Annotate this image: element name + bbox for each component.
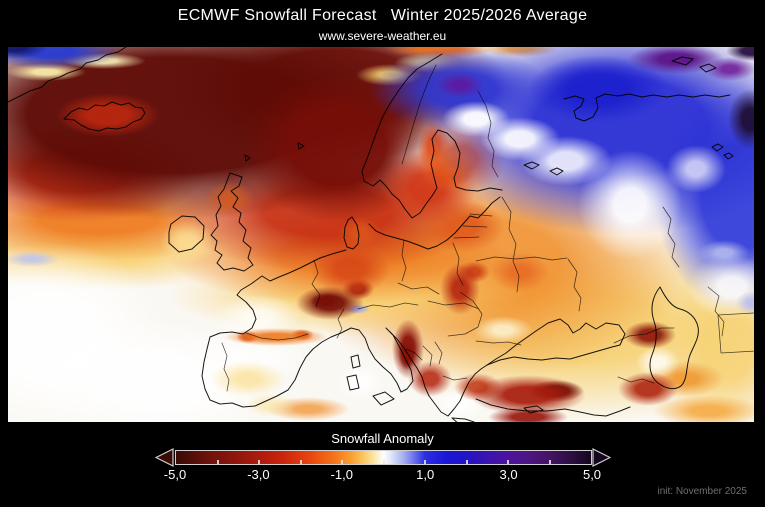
page-title: ECMWF Snowfall Forecast Winter 2025/2026…: [177, 7, 588, 24]
border-baltic-states: [453, 213, 493, 239]
island-arctic-small: [711, 143, 734, 160]
coastline-caspian: [649, 286, 699, 390]
colorbar-tick: [216, 460, 219, 464]
page-subtitle: www.severe-weather.eu: [318, 29, 447, 43]
colorbar-tick: [341, 460, 343, 464]
colorbar-tick-label: -5,0: [163, 467, 187, 482]
border-germany-west: [311, 259, 321, 308]
colorbar-tick-label: -1,0: [330, 467, 353, 482]
border-france-east: [336, 308, 345, 339]
colorbar-tick: [382, 460, 385, 464]
island-corsica: [350, 354, 361, 369]
coastline-turkey-south: [475, 398, 631, 417]
colorbar-title: Snowfall Anomaly: [331, 431, 434, 446]
colorbar-tick-label: 1,0: [416, 467, 435, 482]
border-czech-austria: [357, 282, 440, 310]
border-norway-sweden: [401, 64, 437, 165]
colorbar-tick: [299, 460, 302, 464]
border-poland: [401, 239, 464, 286]
coastline-greenland: [8, 47, 127, 103]
island-crete: [451, 417, 475, 422]
border-iberia: [221, 332, 309, 392]
coastline-adriatic-greece: [389, 331, 488, 417]
border-bulgaria: [475, 340, 522, 346]
colorbar-tick: [465, 460, 468, 464]
coastline-blacksea-south: [486, 344, 621, 366]
coastline-iceland: [63, 101, 146, 132]
coastline-denmark: [343, 216, 360, 250]
colorbar-tick: [507, 460, 509, 464]
border-hungary-romania: [427, 291, 483, 337]
coastline-britain: [210, 172, 254, 272]
island-faroe-shetland: [244, 142, 305, 162]
island-sicily: [372, 391, 395, 406]
border-kazakh-region: [707, 286, 754, 354]
coastline-scandinavia: [361, 53, 503, 219]
coastline-atlantic-mediterranean: [201, 249, 414, 408]
border-finland-russia: [477, 90, 499, 178]
colorbar-tick: [258, 460, 260, 464]
coastline-blacksea-north: [486, 318, 626, 366]
border-russia-rivers: [662, 206, 680, 268]
colorbar-gradient: [175, 450, 592, 465]
coastline-baltic-south: [368, 196, 501, 250]
border-russia-baltics: [501, 196, 520, 293]
coastline-ireland: [168, 215, 205, 253]
coastline-arctic-russia: [563, 93, 731, 122]
lakes-russia: [523, 161, 564, 176]
border-caucasus: [613, 327, 675, 344]
init-label: init: November 2025: [657, 486, 748, 497]
anomaly-field: [8, 47, 754, 422]
colorbar-tick-label: -3,0: [247, 467, 270, 482]
colorbar-right-arrow: [592, 448, 611, 467]
island-novaya-zemlya: [671, 56, 717, 73]
border-balkans: [405, 341, 468, 381]
border-ukraine: [475, 256, 582, 312]
island-sardinia: [346, 374, 360, 391]
island-cyprus: [523, 405, 544, 414]
colorbar-left-arrow: [155, 448, 174, 467]
colorbar-tick: [548, 460, 551, 464]
colorbar-tick-label: 3,0: [499, 467, 518, 482]
colorbar-tick-label: 5,0: [582, 467, 602, 482]
border-turkey-east: [617, 376, 655, 384]
europe-snowfall-map: [8, 47, 754, 422]
colorbar-tick: [424, 460, 426, 464]
coastline-overlay: [8, 47, 754, 422]
